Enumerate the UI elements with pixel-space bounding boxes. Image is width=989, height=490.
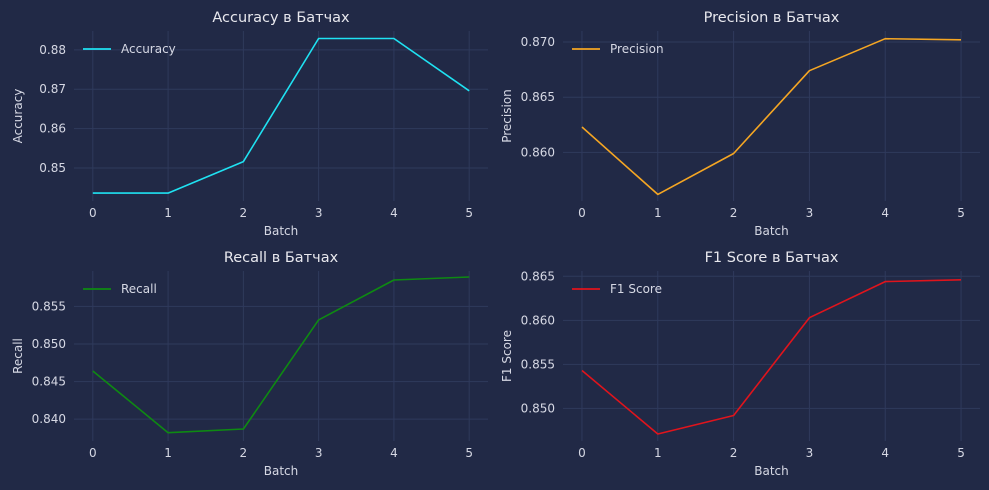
y-axis-label: Precision	[500, 89, 514, 143]
series-line-precision	[581, 37, 962, 196]
y-tick-label: 0.850	[521, 401, 555, 415]
chart-title: Recall в Батчах	[224, 250, 339, 266]
chart-panel-1: 0 1 2 3 4 5 0.85 0.86 0.87 0.88 Accuracy в Батчах B…	[11, 10, 488, 238]
x-tick-label: 2	[240, 206, 248, 220]
y-axis-label: Accuracy	[11, 89, 25, 144]
y-tick-label: 0.85	[39, 161, 66, 175]
x-tick-label: 3	[806, 446, 814, 460]
x-tick-label: 4	[390, 206, 398, 220]
x-tick-label: 2	[240, 446, 248, 460]
y-tick-label: 0.865	[521, 90, 555, 104]
legend-label: F1 Score	[610, 282, 662, 296]
chart-title: F1 Score в Батчах	[705, 250, 839, 266]
legend-label: Precision	[610, 42, 664, 56]
y-tick-label: 0.850	[32, 337, 66, 351]
series-line-f1-score	[581, 279, 962, 435]
y-tick-label: 0.870	[521, 35, 555, 49]
x-tick-label: 5	[957, 446, 965, 460]
x-tick-label: 5	[465, 206, 473, 220]
chart-title: Accuracy в Батчах	[212, 10, 350, 26]
y-tick-label: 0.855	[32, 299, 66, 313]
x-tick-label: 4	[390, 446, 398, 460]
x-tick-label: 5	[465, 446, 473, 460]
x-tick-label: 1	[164, 206, 172, 220]
x-tick-label: 4	[881, 446, 889, 460]
y-tick-label: 0.840	[32, 412, 66, 426]
legend: F1 Score	[572, 282, 662, 296]
y-axis-label: F1 Score	[500, 330, 514, 382]
chart-panel-3: 0 1 2 3 4 5 0.840 0.845 0.850 0.855 Recall в Батча…	[11, 250, 488, 478]
plot-area	[563, 31, 980, 201]
x-tick-label: 2	[730, 446, 738, 460]
legend-label: Recall	[121, 282, 157, 296]
y-tick-label: 0.855	[521, 357, 555, 371]
y-tick-label: 0.860	[521, 145, 555, 159]
x-tick-label: 0	[89, 206, 97, 220]
plot-area	[74, 271, 488, 441]
x-axis-label: Batch	[264, 224, 299, 238]
y-tick-label: 0.845	[32, 375, 66, 389]
series-line-accuracy	[92, 37, 470, 194]
y-tick-label: 0.88	[39, 43, 66, 57]
x-tick-label: 1	[654, 446, 662, 460]
chart-panel-4: 0 1 2 3 4 5 0.850 0.855 0.860 0.865 F1 Score в Бат…	[500, 250, 980, 478]
x-tick-label: 3	[806, 206, 814, 220]
x-tick-label: 1	[164, 446, 172, 460]
legend: Accuracy	[83, 42, 176, 56]
legend: Recall	[83, 282, 157, 296]
plot-area	[563, 271, 980, 441]
x-axis-label: Batch	[754, 464, 789, 478]
x-axis-label: Batch	[264, 464, 299, 478]
chart-panel-2: 0 1 2 3 4 5 0.860 0.865 0.870 Precision в Батчах B…	[500, 10, 980, 238]
plot-area	[74, 31, 488, 201]
x-tick-label: 0	[578, 446, 586, 460]
x-tick-label: 0	[89, 446, 97, 460]
y-tick-label: 0.86	[39, 122, 66, 136]
x-tick-label: 5	[957, 206, 965, 220]
x-axis-label: Batch	[754, 224, 789, 238]
x-tick-label: 0	[578, 206, 586, 220]
y-tick-label: 0.860	[521, 313, 555, 327]
y-tick-label: 0.865	[521, 269, 555, 283]
x-tick-label: 4	[881, 206, 889, 220]
y-axis-label: Recall	[11, 338, 25, 374]
legend: Precision	[572, 42, 664, 56]
series-line-recall	[92, 276, 470, 434]
y-tick-label: 0.87	[39, 82, 66, 96]
x-tick-label: 3	[315, 206, 323, 220]
legend-label: Accuracy	[121, 42, 176, 56]
x-tick-label: 2	[730, 206, 738, 220]
x-tick-label: 1	[654, 206, 662, 220]
chart-title: Precision в Батчах	[704, 10, 840, 26]
x-tick-label: 3	[315, 446, 323, 460]
